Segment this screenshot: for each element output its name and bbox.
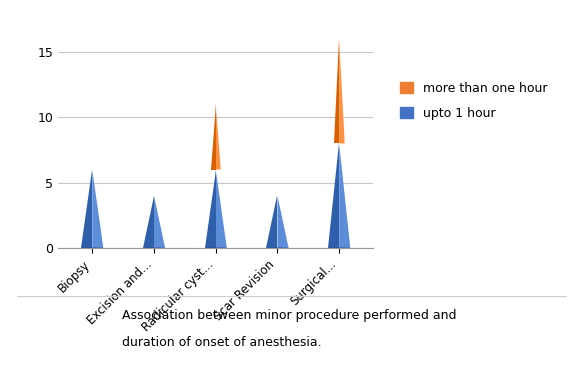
Polygon shape [143, 196, 154, 248]
Polygon shape [216, 104, 221, 169]
Polygon shape [339, 144, 350, 248]
Polygon shape [278, 196, 289, 248]
Text: Figure 2: Figure 2 [34, 324, 89, 338]
Text: Association between minor procedure performed and: Association between minor procedure perf… [122, 309, 457, 322]
Polygon shape [266, 196, 278, 248]
Legend: more than one hour, upto 1 hour: more than one hour, upto 1 hour [395, 77, 552, 125]
Polygon shape [205, 169, 216, 248]
Polygon shape [216, 169, 227, 248]
Polygon shape [333, 39, 339, 144]
Polygon shape [81, 169, 92, 248]
Polygon shape [339, 39, 345, 144]
Polygon shape [328, 144, 339, 248]
Polygon shape [210, 104, 216, 169]
Text: duration of onset of anesthesia.: duration of onset of anesthesia. [122, 336, 322, 349]
Polygon shape [92, 169, 103, 248]
Polygon shape [154, 196, 165, 248]
